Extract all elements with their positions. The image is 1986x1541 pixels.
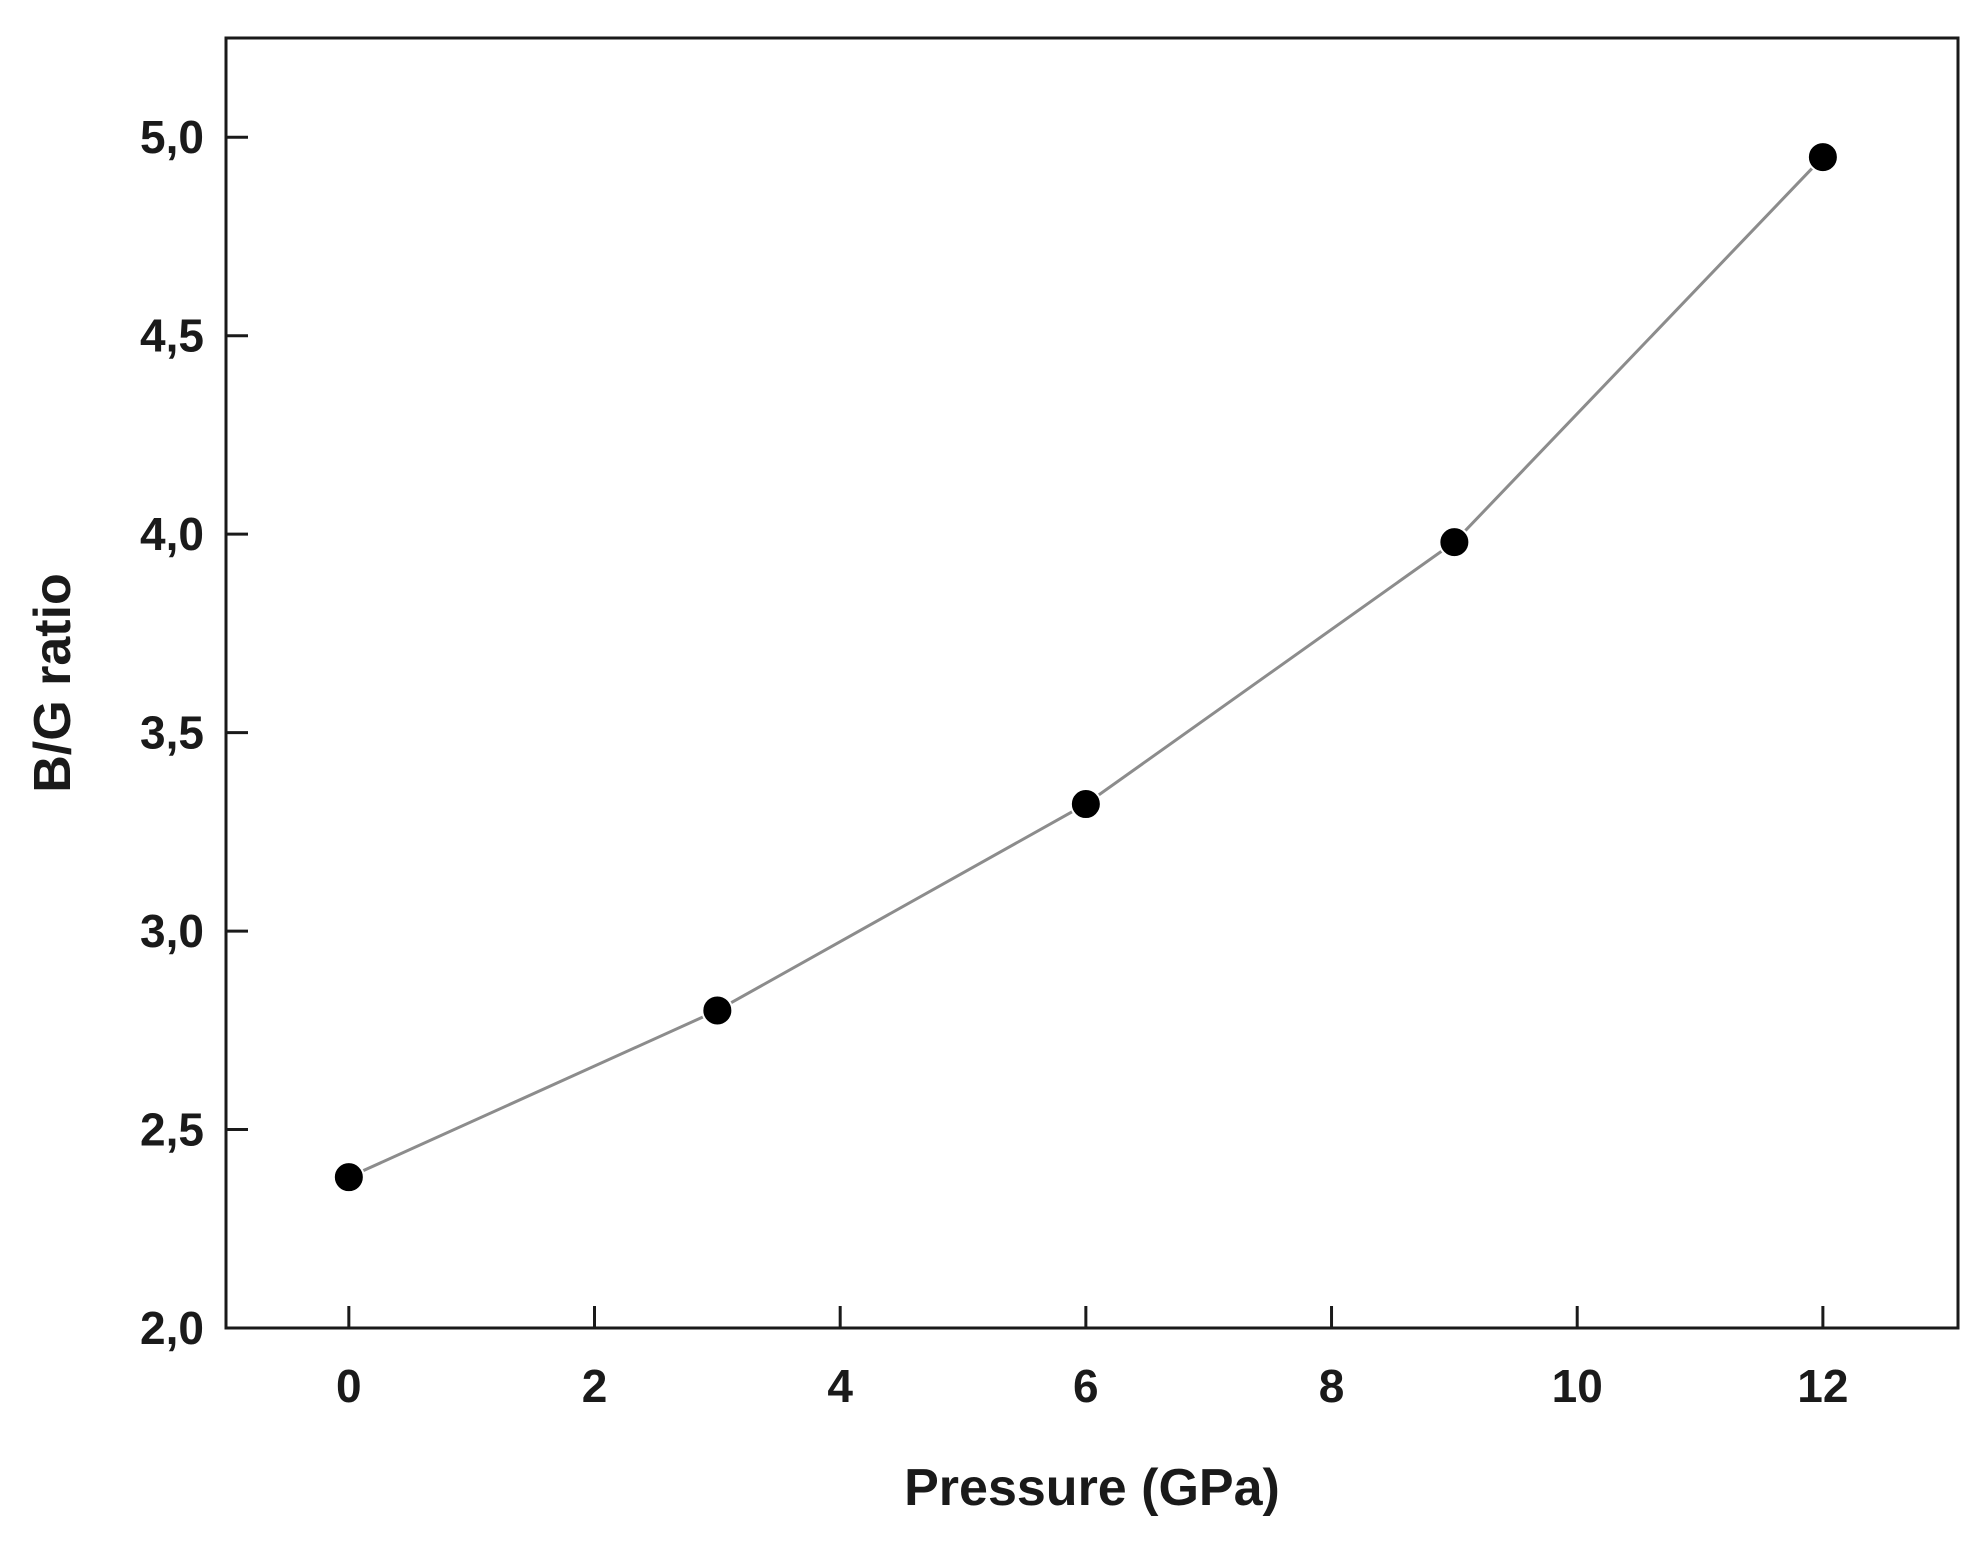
data-point — [1069, 788, 1102, 821]
y-axis-title: B/G ratio — [24, 573, 82, 793]
y-tick-label: 4,5 — [140, 310, 204, 362]
data-point — [1438, 526, 1471, 559]
x-tick-label: 0 — [336, 1360, 362, 1412]
y-tick-label: 3,0 — [140, 905, 204, 957]
plot-frame — [224, 36, 1960, 1330]
data-point — [1806, 141, 1839, 174]
y-tick-label: 5,0 — [140, 111, 204, 163]
x-tick-label: 10 — [1552, 1360, 1603, 1412]
x-tick-label: 6 — [1073, 1360, 1099, 1412]
x-tick-label: 12 — [1797, 1360, 1848, 1412]
x-tick-label: 2 — [582, 1360, 608, 1412]
y-axis-ticks: 2,0 2,5 3,0 3,5 4,0 4,5 5,0 — [140, 111, 248, 1354]
y-tick-label: 4,0 — [140, 508, 204, 560]
x-tick-label: 8 — [1319, 1360, 1345, 1412]
y-tick-label: 2,5 — [140, 1104, 204, 1156]
x-axis-title: Pressure (GPa) — [904, 1459, 1280, 1517]
x-tick-label: 4 — [827, 1360, 853, 1412]
data-point — [332, 1161, 365, 1194]
series-line — [348, 156, 1824, 1179]
data-point — [701, 994, 734, 1027]
x-axis-ticks: 0 2 4 6 8 10 12 — [336, 1306, 1848, 1412]
series-layer — [332, 141, 1839, 1194]
y-tick-label: 3,5 — [140, 707, 204, 759]
y-tick-label: 2,0 — [140, 1302, 204, 1354]
